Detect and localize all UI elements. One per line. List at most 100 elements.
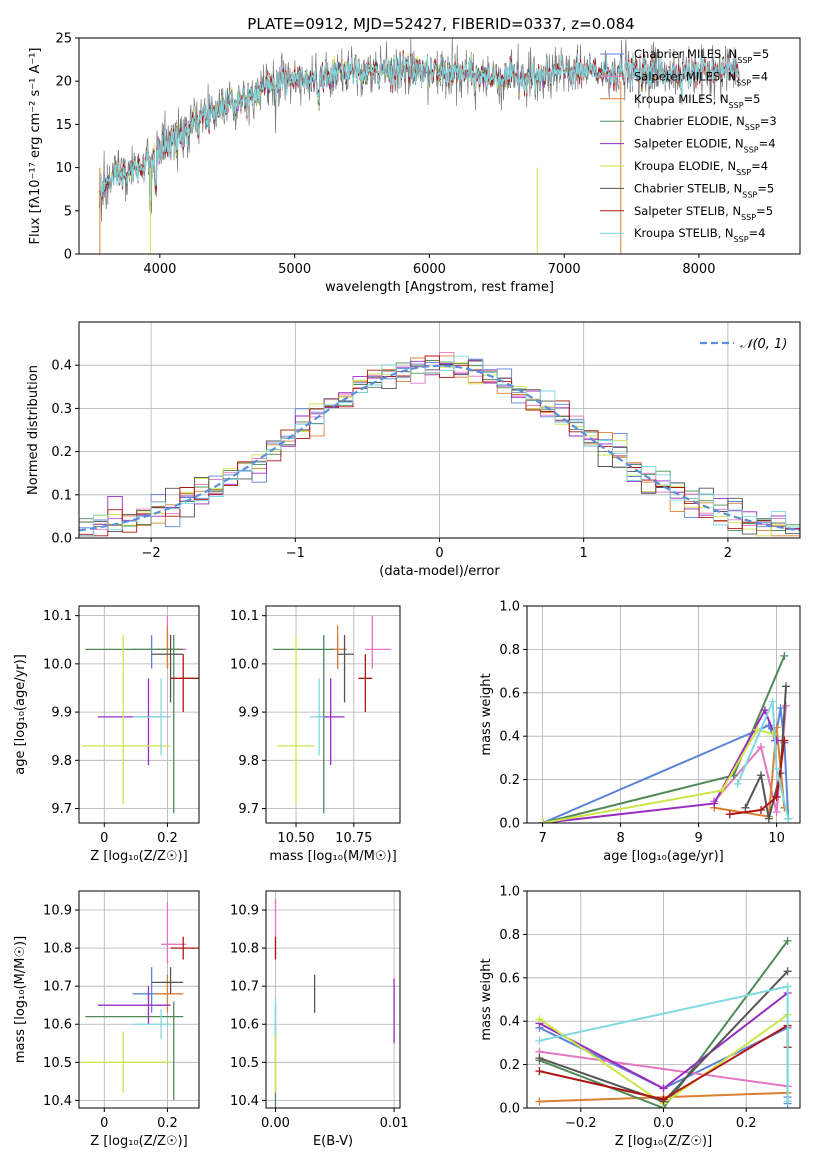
- legend-value: =4: [759, 137, 776, 151]
- y-tick-label: 10.8: [43, 942, 72, 957]
- legend-text: Chabrier MILES, N: [634, 47, 737, 61]
- y-tick-label: 0.4: [51, 359, 72, 374]
- y-tick-label: 1.0: [499, 600, 520, 615]
- legend-value: =4: [751, 69, 768, 83]
- panel-residuals: −2 −1 0 1 2 0.0 0.1 0.2 0.3 0.4 (data-model)/error…: [26, 321, 801, 579]
- weight-line-salpeter-elodie: [542, 707, 778, 823]
- weight-marker-chabrier-miles: [776, 703, 785, 712]
- legend-label: Chabrier STELIB, NSSP=5: [634, 181, 774, 199]
- weight-marker-salpeter-stelib: [535, 1067, 544, 1076]
- weight-marker-chabrier-stelib: [741, 803, 750, 812]
- x-tick-label: 1: [580, 546, 588, 561]
- weight-marker-salpeter-stelib: [659, 1095, 668, 1104]
- weight-marker-chabrier-elodie: [783, 936, 792, 945]
- weight-marker-salpeter-stelib: [757, 805, 765, 814]
- plot-marks: [98, 38, 740, 254]
- x-tick-label: 0: [435, 546, 443, 561]
- x-tick-label: 0.2: [736, 1116, 757, 1131]
- x-tick-label: 10: [768, 831, 785, 846]
- panel-mass-vs-EBV: 0.00 0.01 10.4 10.5 10.6 10.7 10.8 10.9 E(B-V): [230, 890, 409, 1149]
- legend-text: Kroupa STELIB, N: [634, 226, 734, 240]
- x-tick-label: 0: [100, 1116, 108, 1131]
- x-axis-label: E(B-V): [313, 1134, 353, 1149]
- y-tick-label: 9.8: [238, 754, 259, 769]
- weight-marker-chabrier-stelib: [764, 814, 773, 823]
- legend-subscript: SSP: [741, 212, 756, 221]
- weight-marker-salpeter-elodie: [760, 706, 769, 715]
- y-tick-label: 0.6: [499, 686, 520, 701]
- x-axis-label: Z [log₁₀(Z/Z☉)]: [90, 1134, 187, 1149]
- panel-weight-vs-Z: −0.2 0.0 0.2 0.0 0.2 0.4 0.6 0.8 1.0 Z [log₁₀(Z/Z…: [479, 885, 801, 1149]
- panel-mass-vs-Z: 0 0.2 10.4 10.5 10.6 10.7 10.8 10.9 Z [log₁₀(Z/Z…: [13, 890, 200, 1149]
- y-tick-label: 20: [55, 75, 72, 90]
- y-axis-label: Flux [fλ10⁻¹⁷ erg cm⁻² s⁻¹ A⁻¹]: [28, 48, 43, 245]
- legend-value: =4: [749, 226, 766, 240]
- y-tick-label: 10.1: [43, 609, 72, 624]
- weight-marker-kroupa-stelib: [535, 1036, 544, 1045]
- y-tick-label: 0.3: [51, 402, 72, 417]
- panel-age-vs-mass: 10.50 10.75 9.7 9.8 9.9 10.0 10.1 mass [log₁₀(M…: [230, 605, 401, 864]
- legend-text: Salpeter MILES, N: [634, 69, 736, 83]
- legend-label: Chabrier ELODIE, NSSP=3: [634, 114, 777, 132]
- weight-marker-kroupa-stelib: [768, 697, 777, 706]
- x-tick-label: 0.01: [380, 1116, 409, 1131]
- y-tick-label: 10.6: [230, 1018, 259, 1033]
- x-tick-label: 10.75: [335, 831, 372, 846]
- weight-marker-kroupa-elodie: [718, 786, 726, 795]
- plot-marks: [82, 615, 199, 814]
- y-tick-label: 0.1: [51, 488, 72, 503]
- x-tick-label: 0: [100, 831, 108, 846]
- y-tick-label: 0.0: [499, 1102, 520, 1117]
- weight-marker-chabrier-stelib: [781, 682, 790, 691]
- x-axis-label: Z [log₁₀(Z/Z☉)]: [615, 1134, 712, 1149]
- y-tick-label: 25: [55, 32, 72, 47]
- weight-marker-salpeter-miles: [781, 701, 790, 710]
- weight-line-kroupa-stelib: [736, 701, 790, 819]
- y-tick-label: 10.1: [230, 609, 259, 624]
- y-tick-label: 10.9: [230, 904, 259, 919]
- x-axis-label: Z [log₁₀(Z/Z☉)]: [90, 849, 187, 864]
- plot-area: [79, 606, 199, 823]
- weight-marker-kroupa-stelib: [772, 764, 781, 773]
- weight-marker-salpeter-miles: [772, 808, 781, 817]
- normal-curve: [79, 364, 800, 532]
- histogram-salpeter-stelib: [79, 355, 800, 537]
- weight-marker-salpeter-stelib: [780, 736, 789, 745]
- legend-text: Chabrier ELODIE, N: [634, 114, 745, 128]
- panel-weight-vs-age: 7 8 9 10 0.0 0.2 0.4 0.6 0.8 1.0 age [log₁₀(age/yr…: [479, 600, 801, 864]
- x-tick-label: 7000: [548, 262, 581, 277]
- legend-subscript: SSP: [744, 145, 759, 154]
- weight-marker-salpeter-elodie: [710, 799, 719, 808]
- weight-marker-chabrier-stelib: [535, 1054, 544, 1063]
- weight-marker-salpeter-elodie: [659, 1084, 668, 1093]
- y-axis-label: mass [log₁₀(M/M☉)]: [13, 936, 28, 1063]
- legend-text: Kroupa MILES, N: [634, 92, 729, 106]
- y-tick-label: 9.9: [51, 706, 72, 721]
- plot-marks: [82, 902, 199, 1101]
- legend-label: Kroupa STELIB, NSSP=4: [634, 226, 765, 244]
- legend-value: =3: [760, 114, 777, 128]
- x-tick-label: 0.2: [157, 1116, 178, 1131]
- y-axis-label: Normed distribution: [26, 365, 41, 495]
- axes-frame: [78, 37, 801, 255]
- x-tick-label: 10.50: [277, 831, 314, 846]
- legend-label: 𝒩(0, 1): [740, 337, 787, 352]
- legend-text: Salpeter ELODIE, N: [634, 137, 744, 151]
- weight-line-kroupa-elodie: [542, 728, 773, 823]
- legend-label: Kroupa ELODIE, NSSP=4: [634, 159, 768, 177]
- y-tick-label: 0.8: [499, 643, 520, 658]
- weight-marker-kroupa-stelib: [784, 814, 793, 823]
- plot-marks: [272, 615, 391, 814]
- plot-area: [266, 891, 400, 1108]
- legend-label: Salpeter STELIB, NSSP=5: [634, 204, 773, 222]
- x-axis-label: wavelength [Angstrom, rest frame]: [325, 280, 554, 295]
- y-tick-label: 10.4: [230, 1094, 259, 1109]
- x-tick-label: 5000: [278, 262, 311, 277]
- histogram-kroupa-stelib: [79, 355, 800, 537]
- y-tick-label: 0.2: [51, 445, 72, 460]
- y-tick-label: 0.4: [499, 1015, 520, 1030]
- legend-value: =5: [744, 92, 761, 106]
- y-axis-label: mass weight: [479, 958, 494, 1040]
- legend-value: =5: [752, 47, 769, 61]
- y-tick-label: 10.6: [43, 1018, 72, 1033]
